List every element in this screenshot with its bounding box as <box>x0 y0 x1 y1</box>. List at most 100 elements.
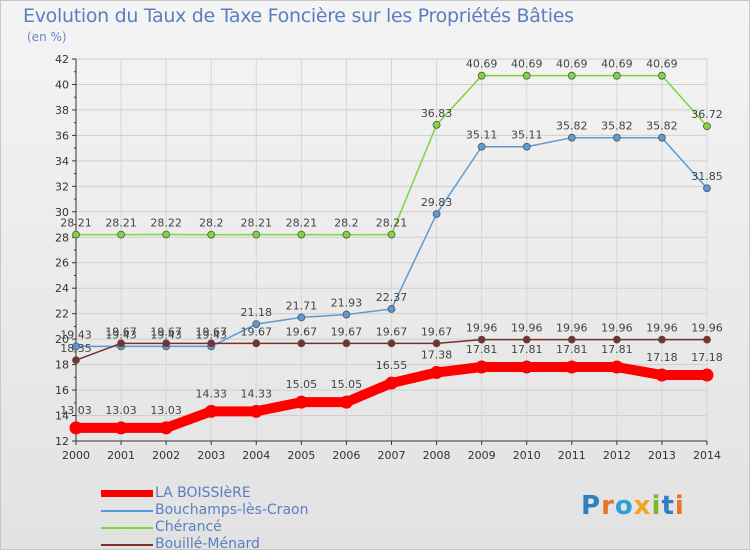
data-point <box>207 230 216 239</box>
data-label: 28.2 <box>199 217 224 230</box>
data-point <box>252 320 261 329</box>
data-label: 19.96 <box>691 322 723 335</box>
data-label: 17.81 <box>511 343 543 356</box>
data-label: 17.18 <box>691 351 723 364</box>
x-tick-label: 2010 <box>513 449 541 462</box>
data-point <box>432 120 441 129</box>
data-label: 19.67 <box>150 325 182 338</box>
data-point <box>114 421 128 435</box>
y-tick-label: 24 <box>55 282 69 295</box>
data-label: 14.33 <box>195 387 227 400</box>
data-label: 28.21 <box>60 217 92 230</box>
logo-letter: o <box>614 491 634 521</box>
y-tick-label: 38 <box>55 104 69 117</box>
data-label: 19.67 <box>376 325 408 338</box>
data-point <box>567 335 576 344</box>
data-label: 17.81 <box>466 343 498 356</box>
x-tick-label: 2003 <box>197 449 225 462</box>
data-label: 19.67 <box>195 325 227 338</box>
data-label: 40.69 <box>601 58 633 71</box>
data-point <box>477 71 486 80</box>
data-point <box>294 395 308 409</box>
data-label: 21.71 <box>286 299 318 312</box>
y-tick-label: 42 <box>55 53 69 66</box>
data-label: 28.22 <box>150 216 182 229</box>
data-point <box>204 404 218 418</box>
data-label: 18.35 <box>60 342 92 355</box>
data-label: 19.96 <box>601 322 633 335</box>
data-label: 19.67 <box>105 325 137 338</box>
data-point <box>72 356 80 365</box>
data-labels: 19.43 19.43 19.43 19.43 21.18 21.71 21.93 22.37… <box>60 58 723 417</box>
legend-swatch <box>101 510 153 512</box>
x-tick-label: 2006 <box>332 449 360 462</box>
data-label: 19.67 <box>331 325 363 338</box>
data-label: 19.67 <box>286 325 318 338</box>
data-point <box>387 230 396 239</box>
data-point <box>567 133 576 142</box>
data-point <box>565 360 579 374</box>
logo-letter: t <box>661 491 675 521</box>
x-tick-label: 2000 <box>62 449 90 462</box>
y-tick-label: 34 <box>55 155 69 168</box>
data-point <box>658 71 666 80</box>
x-tick-label: 2011 <box>558 449 586 462</box>
data-point <box>658 335 666 344</box>
data-label: 40.69 <box>556 58 588 71</box>
data-point <box>339 395 353 409</box>
data-point <box>703 184 711 193</box>
data-label: 17.18 <box>646 351 678 364</box>
y-tick-label: 12 <box>55 435 69 448</box>
data-label: 21.18 <box>241 306 273 319</box>
logo-letter: i <box>651 491 662 521</box>
data-point <box>703 122 711 131</box>
data-label: 22.37 <box>376 291 408 304</box>
data-point <box>477 142 486 151</box>
data-point <box>612 133 621 142</box>
data-point <box>117 230 125 239</box>
data-label: 28.21 <box>241 217 273 230</box>
x-tick-label: 2008 <box>423 449 451 462</box>
data-label: 35.82 <box>556 120 588 133</box>
y-tick-label: 18 <box>55 359 69 372</box>
y-tick-label: 20 <box>55 333 69 346</box>
data-label: 40.69 <box>646 58 678 71</box>
data-label: 19.67 <box>421 325 453 338</box>
data-point <box>520 360 534 374</box>
data-label: 14.33 <box>241 387 273 400</box>
data-point <box>432 210 441 218</box>
data-label: 28.21 <box>286 217 318 230</box>
data-label: 13.03 <box>150 404 182 417</box>
data-label: 19.43 <box>195 328 227 341</box>
data-label: 21.93 <box>331 297 363 310</box>
data-point <box>522 335 531 344</box>
data-point <box>522 142 531 151</box>
data-label: 19.96 <box>556 322 588 335</box>
legend-label: Bouillé-Ménard <box>155 536 260 552</box>
data-label: 17.38 <box>421 348 453 361</box>
data-label: 15.05 <box>331 378 363 391</box>
chart-title: Evolution du Taux de Taxe Foncière sur l… <box>23 5 574 27</box>
data-point <box>522 71 531 80</box>
data-point <box>297 339 306 348</box>
data-point <box>342 339 351 348</box>
data-label: 13.03 <box>60 404 92 417</box>
data-label: 40.69 <box>466 58 498 71</box>
data-point <box>385 376 398 390</box>
legend-swatch <box>101 490 153 497</box>
data-point <box>72 230 80 239</box>
data-point <box>159 421 173 435</box>
legend-label: Bouchamps-lès-Craon <box>155 502 309 518</box>
x-tick-label: 2002 <box>152 449 180 462</box>
data-point <box>567 71 576 80</box>
data-point <box>342 310 351 319</box>
data-label: 19.43 <box>150 328 182 341</box>
data-label: 31.85 <box>691 170 723 183</box>
data-label: 19.96 <box>511 322 543 335</box>
data-label: 35.82 <box>646 120 678 133</box>
data-point <box>387 339 396 348</box>
y-tick-label: 16 <box>55 384 69 397</box>
data-label: 28.2 <box>334 217 359 230</box>
data-label: 19.43 <box>60 328 92 341</box>
chart-subtitle: (en %) <box>27 30 67 44</box>
